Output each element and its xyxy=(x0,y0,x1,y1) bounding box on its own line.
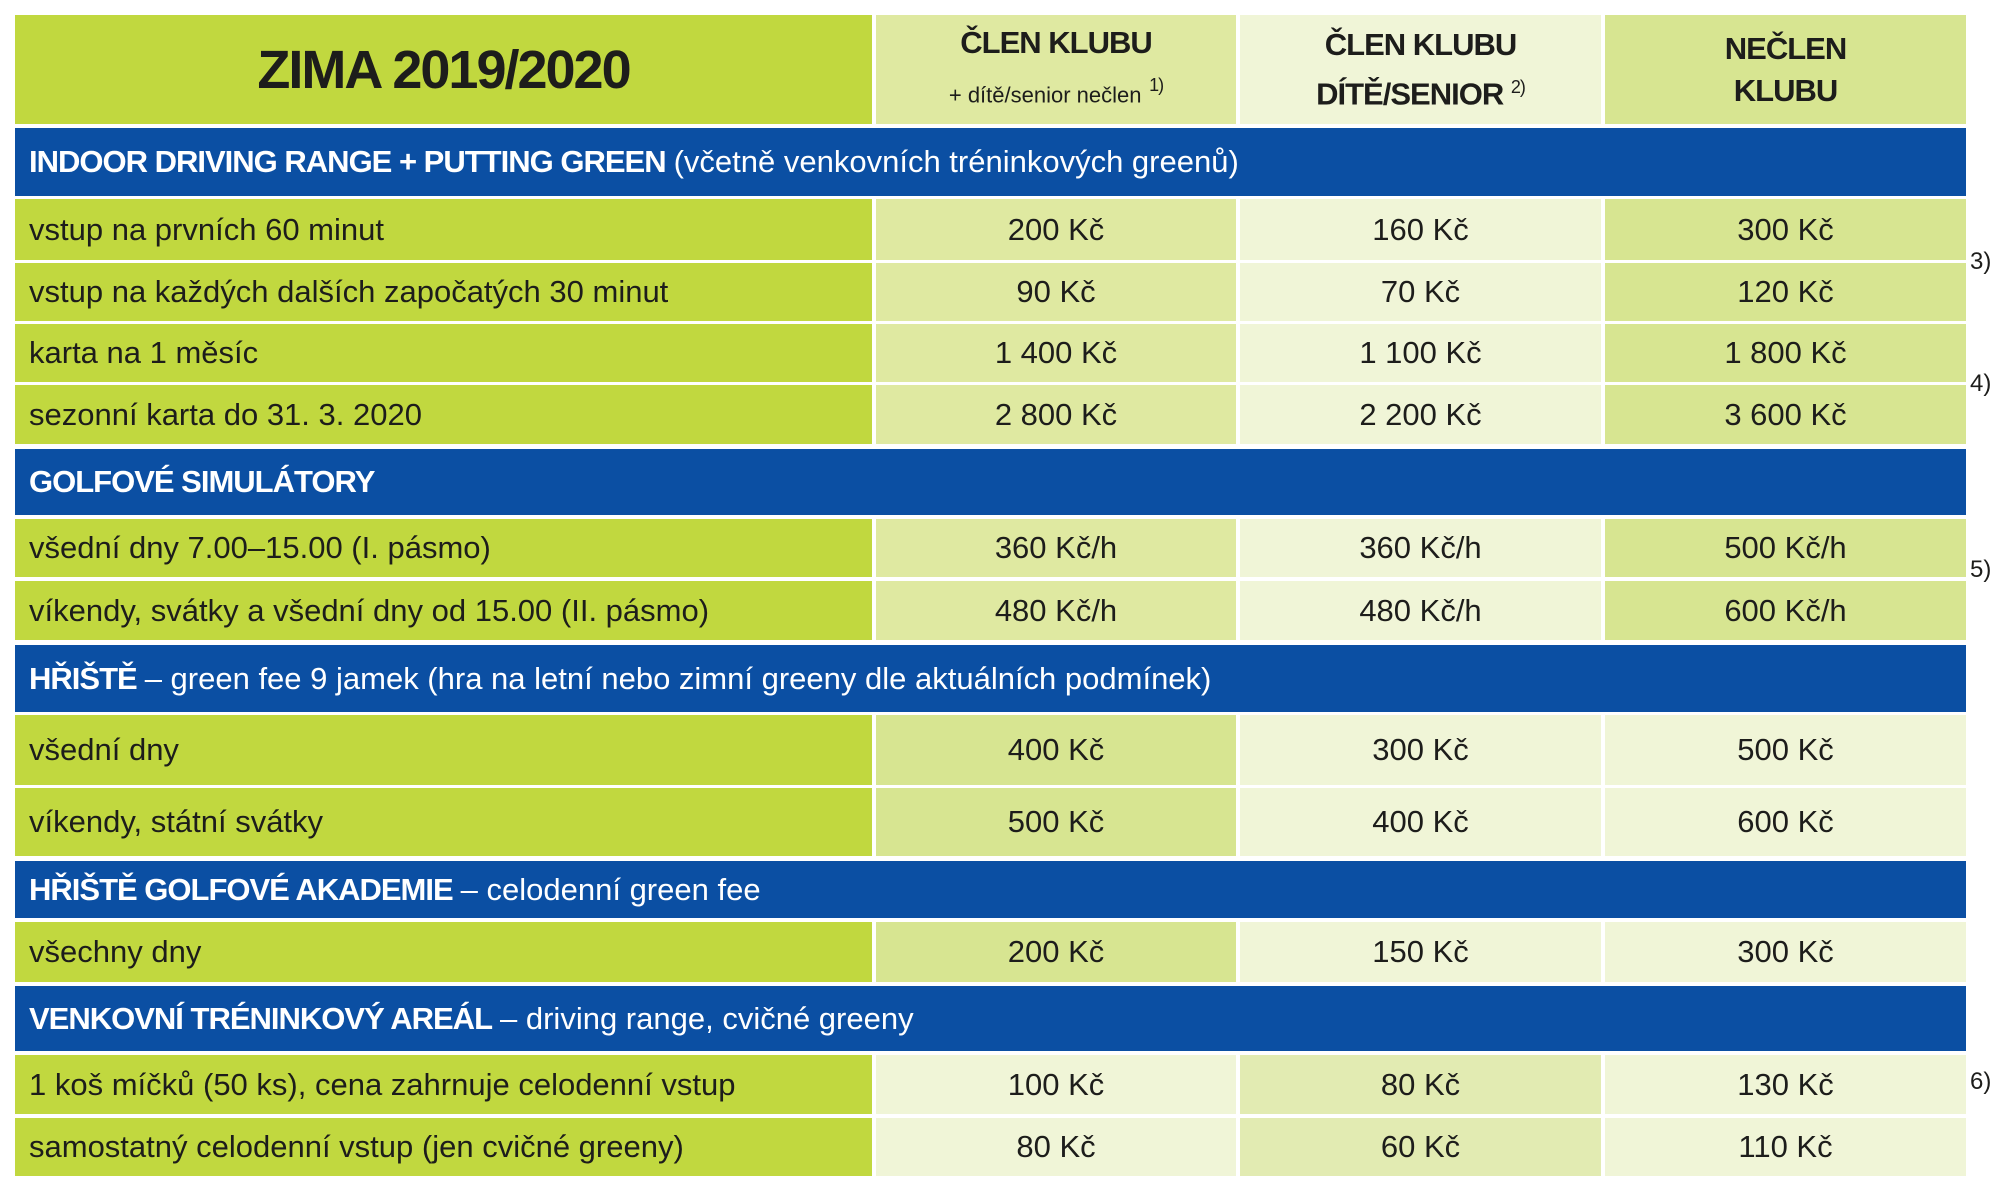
price-nonmember: 600 Kč/h xyxy=(1605,581,1966,640)
price-member: 480 Kč/h xyxy=(876,581,1236,640)
section-header: HŘIŠTĚ GOLFOVÉ AKADEMIE – celodenní gree… xyxy=(15,861,1966,918)
section-subtitle: – driving range, cvičné greeny xyxy=(500,1000,914,1036)
header-member-child-sub-label: DÍTĚ/SENIOR xyxy=(1316,76,1504,112)
section-title: INDOOR DRIVING RANGE + PUTTING GREEN xyxy=(29,144,667,179)
header-member-child: ČLEN KLUBU DÍTĚ/SENIOR 2) xyxy=(1240,15,1601,124)
row-label: všechny dny xyxy=(15,922,872,982)
price-member-child: 1 100 Kč xyxy=(1240,324,1601,382)
price-member-child: 60 Kč xyxy=(1240,1118,1601,1176)
price-member: 360 Kč/h xyxy=(876,519,1236,577)
row-label: víkendy, státní svátky xyxy=(15,788,872,856)
row-label: víkendy, svátky a všední dny od 15.00 (I… xyxy=(15,581,872,640)
footnote-ref: 1) xyxy=(1149,75,1164,96)
section-header: INDOOR DRIVING RANGE + PUTTING GREEN (vč… xyxy=(15,128,1966,196)
section-title: HŘIŠTĚ xyxy=(29,660,138,696)
price-member-child: 300 Kč xyxy=(1240,715,1601,785)
section-header: VENKOVNÍ TRÉNINKOVÝ AREÁL – driving rang… xyxy=(15,986,1966,1051)
price-nonmember: 500 Kč xyxy=(1605,715,1966,785)
header-nonmember-label: NEČLEN xyxy=(1724,30,1847,66)
section-title: VENKOVNÍ TRÉNINKOVÝ AREÁL xyxy=(29,1000,493,1036)
price-member: 400 Kč xyxy=(876,715,1236,785)
price-nonmember: 130 Kč xyxy=(1605,1055,1966,1114)
row-label: všední dny xyxy=(15,715,872,785)
page-title: ZIMA 2019/2020 xyxy=(15,15,872,124)
price-member-child: 2 200 Kč xyxy=(1240,385,1601,444)
price-nonmember: 1 800 Kč xyxy=(1605,324,1966,382)
table-row: všechny dny 200 Kč 150 Kč 300 Kč xyxy=(15,922,1966,982)
price-member: 500 Kč xyxy=(876,788,1236,856)
price-member-child: 400 Kč xyxy=(1240,788,1601,856)
table-row: karta na 1 měsíc 1 400 Kč 1 100 Kč 1 800… xyxy=(15,324,1966,382)
price-member: 90 Kč xyxy=(876,263,1236,321)
table-row: vstup na každých dalších započatých 30 m… xyxy=(15,263,1966,321)
price-member: 80 Kč xyxy=(876,1118,1236,1176)
price-member: 100 Kč xyxy=(876,1055,1236,1114)
table-row: víkendy, státní svátky 500 Kč 400 Kč 600… xyxy=(15,788,1966,856)
footnote-ref: 2) xyxy=(1510,76,1526,97)
table-row: 1 koš míčků (50 ks), cena zahrnuje celod… xyxy=(15,1055,1966,1114)
row-label: samostatný celodenní vstup (jen cvičné g… xyxy=(15,1118,872,1176)
footnote: 6) xyxy=(1970,1068,1992,1095)
header-member-label: ČLEN KLUBU xyxy=(960,25,1152,61)
section-title: GOLFOVÉ SIMULÁTORY xyxy=(29,464,375,499)
footnote: 5) xyxy=(1970,556,1992,583)
header-member: ČLEN KLUBU + dítě/senior nečlen 1) xyxy=(876,15,1236,124)
price-member-child: 80 Kč xyxy=(1240,1055,1601,1114)
table-row: sezonní karta do 31. 3. 2020 2 800 Kč 2 … xyxy=(15,385,1966,444)
price-nonmember: 3 600 Kč xyxy=(1605,385,1966,444)
row-label: karta na 1 měsíc xyxy=(15,324,872,382)
section-subtitle: – green fee 9 jamek (hra na letní nebo z… xyxy=(144,660,1212,696)
price-nonmember: 300 Kč xyxy=(1605,199,1966,260)
price-member-child: 150 Kč xyxy=(1240,922,1601,982)
row-label: vstup na každých dalších započatých 30 m… xyxy=(15,263,872,321)
price-member: 200 Kč xyxy=(876,922,1236,982)
table-row: vstup na prvních 60 minut 200 Kč 160 Kč … xyxy=(15,199,1966,260)
row-label: 1 koš míčků (50 ks), cena zahrnuje celod… xyxy=(15,1055,872,1114)
table-row: samostatný celodenní vstup (jen cvičné g… xyxy=(15,1118,1966,1176)
price-nonmember: 300 Kč xyxy=(1605,922,1966,982)
footnote: 3) xyxy=(1970,248,1992,275)
price-nonmember: 120 Kč xyxy=(1605,263,1966,321)
price-member: 1 400 Kč xyxy=(876,324,1236,382)
price-member: 2 800 Kč xyxy=(876,385,1236,444)
price-nonmember: 600 Kč xyxy=(1605,788,1966,856)
price-member-child: 70 Kč xyxy=(1240,263,1601,321)
table-header: ZIMA 2019/2020 ČLEN KLUBU + dítě/senior … xyxy=(15,15,1966,124)
table-row: víkendy, svátky a všední dny od 15.00 (I… xyxy=(15,581,1966,640)
header-nonmember: NEČLEN KLUBU xyxy=(1605,15,1966,124)
row-label: sezonní karta do 31. 3. 2020 xyxy=(15,385,872,444)
table-row: všední dny 400 Kč 300 Kč 500 Kč xyxy=(15,715,1966,785)
section-subtitle: (včetně venkovních tréninkových greenů) xyxy=(673,144,1239,179)
header-member-child-sub: DÍTĚ/SENIOR 2) xyxy=(1316,66,1526,115)
header-member-sub: + dítě/senior nečlen 1) xyxy=(948,64,1164,116)
price-member-child: 160 Kč xyxy=(1240,199,1601,260)
price-nonmember: 500 Kč/h xyxy=(1605,519,1966,577)
header-member-sub-label: + dítě/senior nečlen xyxy=(948,82,1142,108)
row-label: všední dny 7.00–15.00 (I. pásmo) xyxy=(15,519,872,577)
section-header: HŘIŠTĚ – green fee 9 jamek (hra na letní… xyxy=(15,645,1966,712)
price-nonmember: 110 Kč xyxy=(1605,1118,1966,1176)
price-member-child: 480 Kč/h xyxy=(1240,581,1601,640)
header-nonmember-label2: KLUBU xyxy=(1733,72,1838,108)
section-subtitle: – celodenní green fee xyxy=(460,871,761,907)
section-header: GOLFOVÉ SIMULÁTORY xyxy=(15,449,1966,515)
section-title: HŘIŠTĚ GOLFOVÉ AKADEMIE xyxy=(29,871,454,907)
table-row: všední dny 7.00–15.00 (I. pásmo) 360 Kč/… xyxy=(15,519,1966,577)
header-member-child-label: ČLEN KLUBU xyxy=(1324,26,1517,62)
price-member-child: 360 Kč/h xyxy=(1240,519,1601,577)
price-member: 200 Kč xyxy=(876,199,1236,260)
footnote: 4) xyxy=(1970,370,1992,397)
row-label: vstup na prvních 60 minut xyxy=(15,199,872,260)
